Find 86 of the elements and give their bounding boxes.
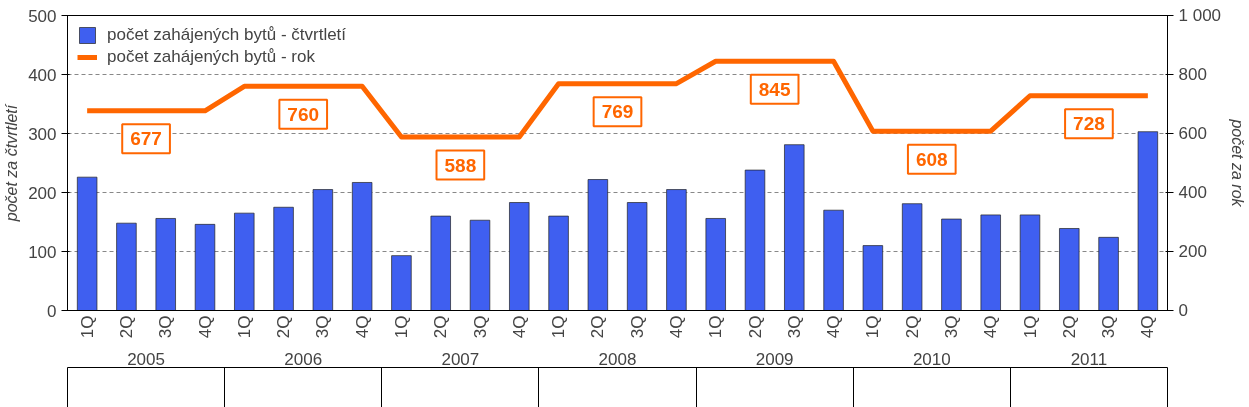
x-tick-label: 3Q bbox=[784, 315, 804, 339]
data-label: 769 bbox=[601, 101, 634, 123]
x-tick-label: 3Q bbox=[1099, 315, 1119, 339]
x-tick-label: 1Q bbox=[77, 315, 97, 339]
x-tick-label: 2Q bbox=[902, 315, 922, 339]
x-tick-label: 1Q bbox=[391, 315, 411, 339]
bar bbox=[194, 224, 216, 311]
bar bbox=[626, 202, 648, 311]
x-tick-label: 2Q bbox=[1059, 315, 1079, 339]
bar bbox=[273, 206, 294, 311]
bar bbox=[1098, 236, 1119, 311]
text: 2007 bbox=[441, 349, 480, 369]
bar bbox=[980, 214, 1001, 311]
data-label: 845 bbox=[758, 78, 791, 100]
data-label: 760 bbox=[287, 103, 320, 125]
y2-tick-label: 400 bbox=[1178, 183, 1207, 202]
x-tick-label: 2Q bbox=[274, 315, 294, 339]
x-tick-label: 4Q bbox=[352, 315, 372, 339]
y-tick-label: 0 bbox=[47, 301, 57, 321]
bar bbox=[823, 209, 844, 311]
bar bbox=[941, 218, 962, 311]
bar bbox=[469, 219, 491, 311]
text: 2011 bbox=[1070, 349, 1108, 369]
x-tick-label: 4Q bbox=[1138, 315, 1158, 339]
text: 2010 bbox=[912, 349, 951, 369]
x-tick-label: 1Q bbox=[863, 315, 883, 339]
bar bbox=[705, 218, 726, 311]
x-tick-label: 2Q bbox=[431, 315, 451, 339]
x-tick-label: 4Q bbox=[824, 315, 844, 339]
bar bbox=[234, 212, 255, 311]
bar bbox=[548, 215, 569, 311]
x-tick-label: 4Q bbox=[195, 315, 215, 339]
bar bbox=[744, 169, 766, 311]
x-tick-label: 1Q bbox=[234, 315, 254, 339]
x-tick-label: 1Q bbox=[1020, 315, 1040, 339]
bar bbox=[862, 245, 884, 311]
bar bbox=[116, 222, 137, 311]
data-label: 677 bbox=[130, 128, 162, 150]
bar bbox=[391, 255, 412, 311]
x-tick-label: 2Q bbox=[116, 315, 136, 339]
bar bbox=[784, 144, 805, 311]
y2-tick-label: 0 bbox=[1178, 301, 1188, 320]
bar bbox=[155, 218, 176, 311]
y2-tick-label: 1 000 bbox=[1178, 6, 1222, 25]
x-tick-label: 3Q bbox=[156, 315, 176, 339]
x-tick-label: 1Q bbox=[549, 315, 569, 339]
y-tick-label: 200 bbox=[28, 183, 57, 203]
bar bbox=[1137, 131, 1159, 311]
text: 2005 bbox=[127, 349, 165, 369]
y-tick-label: 400 bbox=[28, 65, 57, 85]
bar bbox=[666, 189, 687, 311]
bar bbox=[351, 182, 373, 311]
bar bbox=[312, 189, 334, 311]
data-label: 588 bbox=[444, 154, 477, 176]
x-tick-label: 3Q bbox=[313, 315, 333, 339]
text: 2009 bbox=[755, 349, 794, 369]
text: 2008 bbox=[598, 349, 637, 369]
y-axis-title: počet za čtvrtletí bbox=[3, 103, 21, 223]
bar bbox=[1059, 228, 1080, 311]
x-tick-label: 4Q bbox=[509, 315, 529, 339]
x-tick-label: 4Q bbox=[981, 315, 1001, 339]
y-tick-label: 300 bbox=[28, 124, 57, 144]
data-label: 608 bbox=[915, 148, 948, 170]
y2-axis-title: počet za rok bbox=[1229, 118, 1247, 208]
y2-tick-label: 600 bbox=[1178, 124, 1207, 143]
legend-label: počet zahájených bytů - čtvrtletí bbox=[107, 25, 347, 45]
bar bbox=[587, 179, 609, 311]
y2-tick-label: 200 bbox=[1178, 242, 1207, 261]
y2-tick-label: 800 bbox=[1178, 65, 1207, 84]
bar bbox=[76, 176, 98, 311]
y-tick-label: 500 bbox=[28, 6, 57, 26]
bar bbox=[509, 202, 530, 311]
y-tick-label: 100 bbox=[28, 242, 57, 262]
x-tick-label: 3Q bbox=[941, 315, 961, 339]
bar bbox=[901, 203, 923, 311]
x-tick-label: 3Q bbox=[627, 315, 647, 339]
x-tick-label: 2Q bbox=[745, 315, 765, 339]
x-tick-label: 2Q bbox=[588, 315, 608, 339]
bar bbox=[430, 215, 451, 311]
text: 2006 bbox=[284, 349, 323, 369]
x-tick-label: 4Q bbox=[666, 315, 686, 339]
x-tick-label: 1Q bbox=[706, 315, 726, 339]
data-label: 728 bbox=[1073, 113, 1105, 135]
bar bbox=[1019, 214, 1041, 311]
x-tick-label: 3Q bbox=[470, 315, 490, 339]
legend-label: počet zahájených bytů - rok bbox=[107, 47, 315, 67]
